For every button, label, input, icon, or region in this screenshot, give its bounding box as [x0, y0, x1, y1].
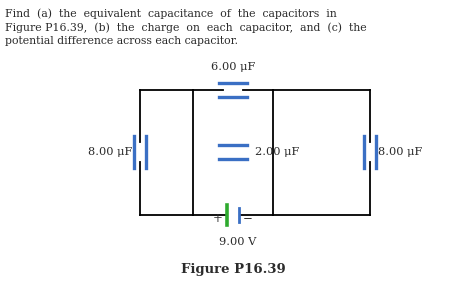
- Text: 8.00 μF: 8.00 μF: [88, 147, 132, 157]
- Text: 6.00 μF: 6.00 μF: [211, 62, 255, 72]
- Text: potential difference across each capacitor.: potential difference across each capacit…: [5, 36, 238, 46]
- Text: Figure P16.39: Figure P16.39: [181, 263, 285, 276]
- Text: 9.00 V: 9.00 V: [219, 237, 257, 247]
- Text: 2.00 μF: 2.00 μF: [255, 147, 299, 157]
- Text: +: +: [213, 211, 223, 225]
- Text: Figure P16.39,  (b)  the  charge  on  each  capacitor,  and  (c)  the: Figure P16.39, (b) the charge on each ca…: [5, 22, 367, 33]
- Text: −: −: [243, 211, 253, 225]
- Text: 8.00 μF: 8.00 μF: [378, 147, 422, 157]
- Text: Find  (a)  the  equivalent  capacitance  of  the  capacitors  in: Find (a) the equivalent capacitance of t…: [5, 8, 337, 19]
